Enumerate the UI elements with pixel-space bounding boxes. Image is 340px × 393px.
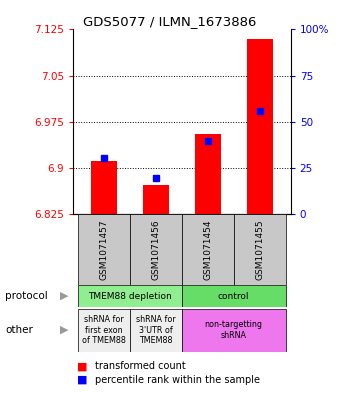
Text: ■: ■: [76, 375, 87, 385]
Bar: [130, 214, 182, 285]
Text: non-targetting
shRNA: non-targetting shRNA: [205, 320, 263, 340]
Text: GSM1071455: GSM1071455: [255, 219, 264, 280]
Bar: [78, 214, 130, 285]
Bar: [78, 285, 182, 307]
Bar: [182, 285, 286, 307]
Text: TMEM88 depletion: TMEM88 depletion: [88, 292, 172, 301]
Text: percentile rank within the sample: percentile rank within the sample: [95, 375, 260, 385]
Bar: [234, 214, 286, 285]
Bar: [246, 39, 273, 214]
Bar: [130, 309, 182, 352]
Text: GSM1071456: GSM1071456: [152, 219, 160, 280]
Bar: [143, 185, 169, 214]
Text: other: other: [5, 325, 33, 335]
Text: shRNA for
3'UTR of
TMEM88: shRNA for 3'UTR of TMEM88: [136, 315, 176, 345]
Text: control: control: [218, 292, 250, 301]
Text: GDS5077 / ILMN_1673886: GDS5077 / ILMN_1673886: [83, 15, 257, 28]
Text: protocol: protocol: [5, 291, 48, 301]
Bar: [91, 161, 117, 214]
Text: transformed count: transformed count: [95, 361, 186, 371]
Bar: [182, 214, 234, 285]
Text: ▶: ▶: [61, 325, 69, 335]
Bar: [182, 309, 286, 352]
Bar: [195, 134, 221, 214]
Text: ■: ■: [76, 361, 87, 371]
Text: ▶: ▶: [61, 291, 69, 301]
Text: shRNA for
first exon
of TMEM88: shRNA for first exon of TMEM88: [82, 315, 126, 345]
Bar: [78, 309, 130, 352]
Text: GSM1071457: GSM1071457: [100, 219, 109, 280]
Text: GSM1071454: GSM1071454: [203, 219, 212, 280]
